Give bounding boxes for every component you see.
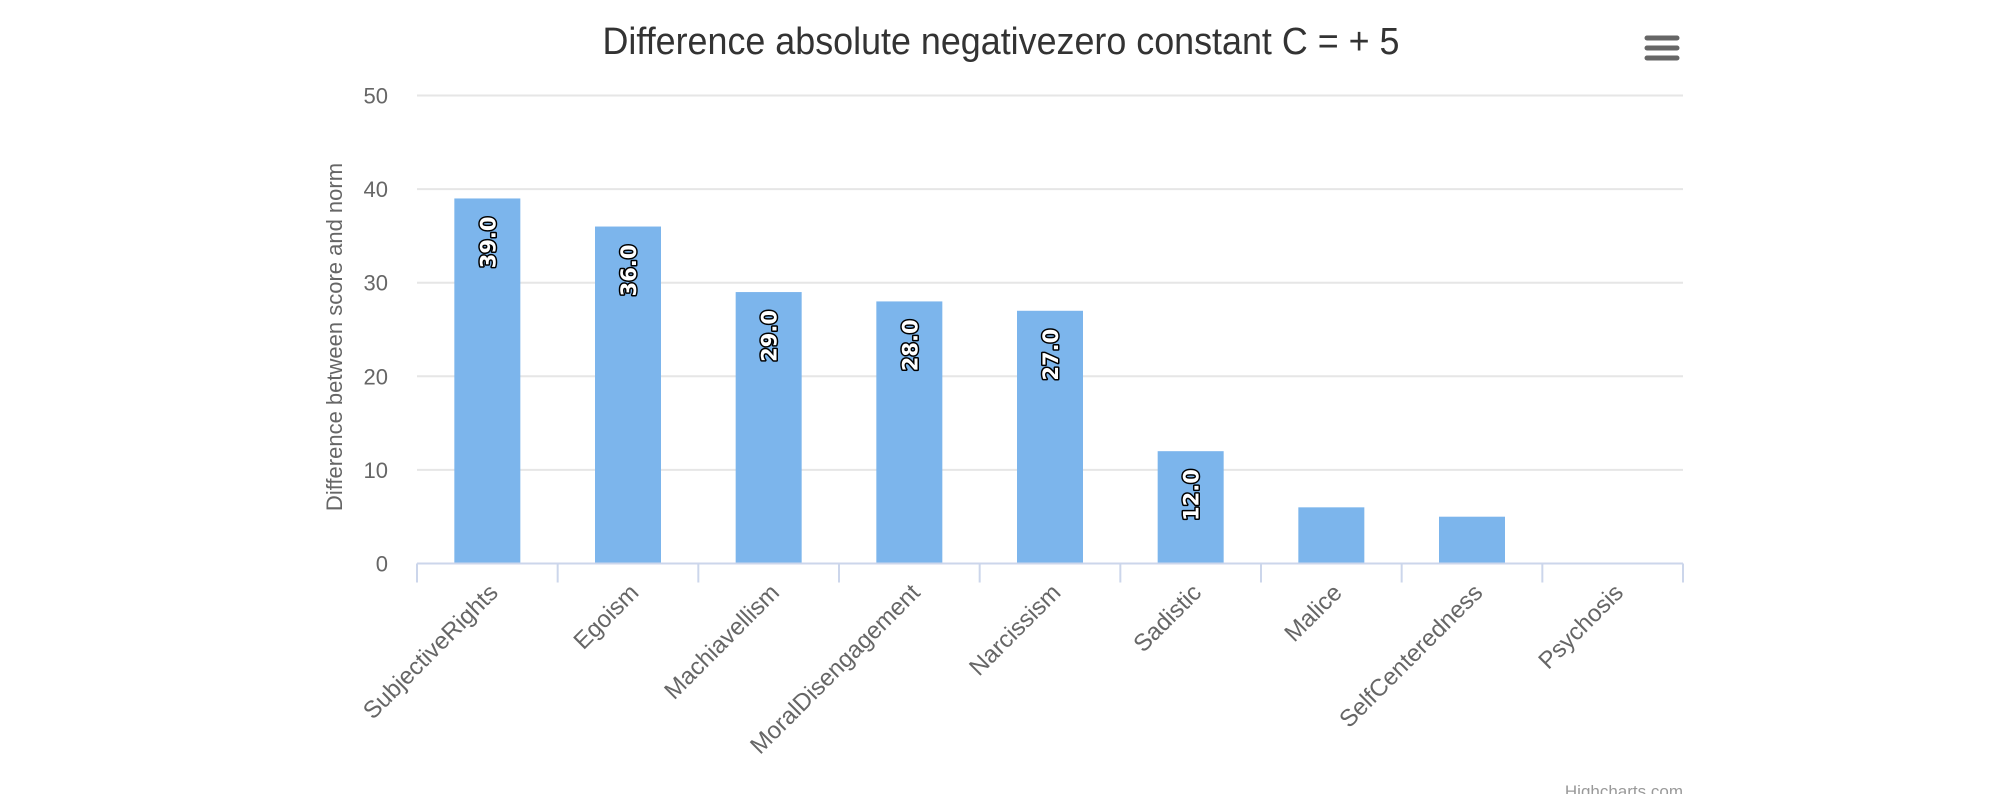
- y-axis-title: Difference between score and norm: [322, 163, 347, 511]
- bar-narcissism[interactable]: [1017, 310, 1083, 564]
- bar-machiavellism[interactable]: [735, 292, 802, 564]
- data-label: 29.0: [758, 310, 782, 362]
- y-tick-label: 0: [376, 552, 388, 577]
- bar-malice[interactable]: [1298, 507, 1365, 564]
- chart-title: Difference absolute negativezero constan…: [603, 21, 1400, 63]
- data-label: 12.0: [1180, 469, 1204, 521]
- data-label: 36.0: [617, 245, 641, 297]
- bars: [454, 198, 1505, 564]
- bar-egoism[interactable]: [595, 226, 661, 564]
- x-tick-label: Psychosis: [1533, 579, 1628, 674]
- bar-selfcenteredness[interactable]: [1439, 516, 1505, 564]
- x-tick-label: Malice: [1279, 579, 1347, 647]
- x-tick-label: SelfCenteredness: [1334, 579, 1488, 733]
- x-axis: [416, 562, 1684, 583]
- data-label: 28.0: [898, 319, 922, 371]
- bar-moraldisengagement[interactable]: [876, 301, 943, 564]
- x-tick-label: Egoism: [569, 579, 645, 655]
- x-tick-label: Narcissism: [964, 579, 1066, 681]
- context-menu-button[interactable]: [1636, 28, 1688, 68]
- x-axis-tick-labels: SubjectiveRights Egoism MachiavellismMoral…: [358, 579, 1629, 760]
- bar-sadistic[interactable]: [1157, 451, 1224, 564]
- y-tick-label: 50: [364, 84, 388, 109]
- y-tick-label: 20: [364, 364, 388, 389]
- credits-link[interactable]: Highcharts.com: [1565, 782, 1683, 794]
- y-axis-tick-labels: 0 10 20 30 40 50: [364, 84, 388, 577]
- x-tick-label: Machiavellism: [659, 579, 785, 705]
- data-label: 27.0: [1039, 329, 1063, 381]
- data-label: 39.0: [476, 216, 500, 268]
- data-labels: 39.0 36.0 29.0 28.0 27.0 12.0: [475, 215, 1205, 523]
- bar-subjectiverights[interactable]: [454, 198, 521, 564]
- y-tick-label: 40: [364, 177, 388, 202]
- y-tick-label: 30: [364, 271, 388, 296]
- x-tick-label: SubjectiveRights: [358, 579, 503, 724]
- x-tick-label: Sadistic: [1128, 579, 1207, 658]
- hamburger-menu-icon: [1644, 35, 1680, 61]
- y-tick-label: 10: [364, 458, 388, 483]
